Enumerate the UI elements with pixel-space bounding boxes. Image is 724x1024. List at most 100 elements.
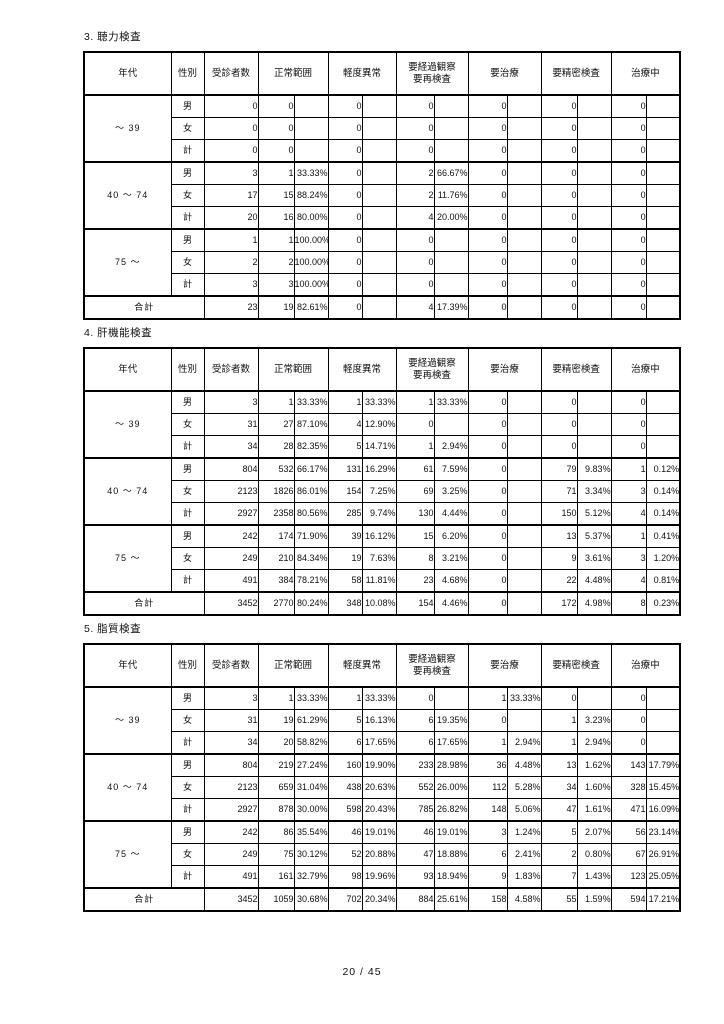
table-row: 75 ～男 242 86 35.54% 46 19.01% 46 19.01% 3 1.24% 5 2…: [83, 820, 681, 889]
count-cell: 0: [540, 184, 578, 207]
sex-cell: 女: [170, 776, 205, 799]
percent-cell: 33.33%: [361, 390, 397, 414]
table-row: ～ 39 男 0 0 0 0 0 0 0: [83, 94, 681, 163]
count-cell: 1: [610, 524, 647, 548]
percent-cell: [506, 502, 542, 526]
percent-cell: [506, 591, 542, 616]
count-cell: 0: [327, 139, 363, 163]
count-cell: 39: [327, 524, 363, 548]
count-cell: 6: [327, 731, 363, 755]
sex-cell: 男: [170, 94, 205, 118]
count-cell: 0: [467, 569, 508, 593]
count-cell: 61: [395, 457, 435, 481]
examinee-count-cell: 3452: [203, 887, 259, 912]
count-cell: 69: [395, 480, 435, 503]
count-cell: 6: [395, 731, 435, 755]
percent-cell: 0.81%: [645, 569, 681, 593]
percent-cell: 26.82%: [433, 798, 469, 822]
count-cell: 0: [610, 435, 647, 459]
examinee-count-cell: 2927: [203, 502, 259, 526]
age-group-cell: ～ 39: [83, 94, 172, 163]
examinee-count-cell: 804: [203, 753, 259, 777]
percent-cell: 14.71%: [361, 435, 397, 459]
sex-cell: 計: [170, 798, 205, 822]
count-cell: 0: [467, 547, 508, 570]
sex-cell: 計: [170, 731, 205, 755]
percent-cell: 20.63%: [361, 776, 397, 799]
column-header: 受診者数: [203, 347, 259, 392]
count-cell: 0: [327, 94, 363, 118]
column-header: 正常範囲: [257, 347, 329, 392]
count-cell: 0: [467, 413, 508, 436]
examinee-count-cell: 2123: [203, 776, 259, 799]
count-cell: 285: [327, 502, 363, 526]
percent-cell: [645, 273, 681, 297]
count-cell: 172: [540, 591, 578, 616]
percent-cell: 19.96%: [361, 865, 397, 889]
count-cell: 0: [610, 161, 647, 185]
table-row: 計 2927 2358 80.56% 285 9.74% 130 4.44% 0 150 5.12%…: [84, 502, 681, 526]
percent-cell: [506, 94, 542, 118]
count-cell: 0: [610, 117, 647, 140]
column-header: 年代: [83, 643, 172, 688]
count-cell: 438: [327, 776, 363, 799]
percent-cell: [506, 524, 542, 548]
count-cell: 8: [395, 547, 435, 570]
count-cell: 123: [610, 865, 647, 889]
count-cell: 0: [467, 524, 508, 548]
age-group-cell: 75 ～: [83, 524, 172, 593]
percent-cell: 100.00%: [293, 251, 329, 274]
count-cell: 1: [327, 390, 363, 414]
percent-cell: [506, 390, 542, 414]
count-cell: 28: [257, 435, 295, 459]
examinee-count-cell: 242: [203, 820, 259, 844]
percent-cell: [645, 709, 681, 732]
percent-cell: 86.01%: [293, 480, 329, 503]
count-cell: 174: [257, 524, 295, 548]
count-cell: 0: [467, 251, 508, 274]
percent-cell: [506, 547, 542, 570]
count-cell: 112: [467, 776, 508, 799]
count-cell: 384: [257, 569, 295, 593]
count-cell: 98: [327, 865, 363, 889]
report-page: 3. 聴力検査 年代 性別 受診者数 正常範囲 軽度異常 要経過観察 要再検査 要治療 要精密…: [83, 31, 682, 919]
count-cell: 56: [610, 820, 647, 844]
count-cell: 86: [257, 820, 295, 844]
examinee-count-cell: 23: [203, 295, 259, 320]
total-label-cell: 合計: [83, 591, 205, 616]
section-title: 4. 肝機能検査: [84, 327, 153, 339]
percent-cell: [293, 139, 329, 163]
sex-cell: 計: [170, 139, 205, 163]
percent-cell: [576, 161, 612, 185]
percent-cell: [293, 94, 329, 118]
count-cell: 0: [467, 591, 508, 616]
count-cell: 219: [257, 753, 295, 777]
percent-cell: [361, 206, 397, 230]
percent-cell: [361, 184, 397, 207]
count-cell: 148: [467, 798, 508, 822]
percent-cell: 61.29%: [293, 709, 329, 732]
count-cell: 0: [610, 295, 647, 320]
count-cell: 0: [327, 273, 363, 297]
percent-cell: [506, 569, 542, 593]
examinee-count-cell: 0: [203, 117, 259, 140]
table-row: 40 ～ 74 男 804 219 27.24% 160 19.90% 233 28.98% 36…: [83, 753, 681, 822]
count-cell: 154: [395, 591, 435, 616]
count-cell: 0: [467, 480, 508, 503]
count-cell: 2: [395, 161, 435, 185]
percent-cell: 4.46%: [433, 591, 469, 616]
percent-cell: 20.00%: [433, 206, 469, 230]
count-cell: 0: [395, 686, 435, 710]
count-cell: 0: [540, 686, 578, 710]
count-cell: 9: [467, 865, 508, 889]
percent-cell: [576, 435, 612, 459]
count-cell: 1826: [257, 480, 295, 503]
count-cell: 1: [395, 435, 435, 459]
count-cell: 0: [540, 94, 578, 118]
percent-cell: 1.24%: [506, 820, 542, 844]
percent-cell: 0.12%: [645, 457, 681, 481]
count-cell: 1: [395, 390, 435, 414]
sex-cell: 計: [170, 865, 205, 889]
sex-cell: 男: [170, 753, 205, 777]
table-row: 計 3 3 100.00% 0 0 0 0 0: [84, 273, 681, 297]
